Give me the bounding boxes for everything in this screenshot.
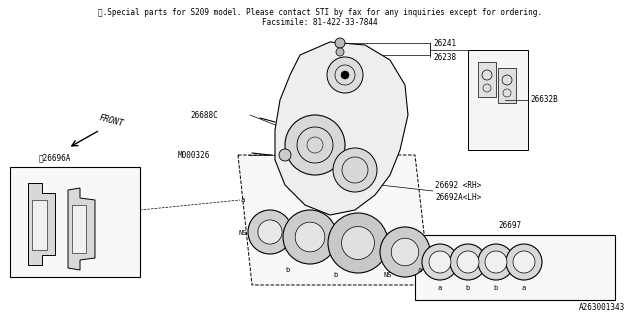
Circle shape	[429, 251, 451, 273]
Circle shape	[342, 227, 374, 260]
Text: 26688C: 26688C	[190, 110, 218, 119]
Text: b: b	[286, 267, 290, 273]
Circle shape	[506, 244, 542, 280]
Text: FRONT: FRONT	[98, 113, 124, 128]
Text: Facsimile: 81-422-33-7844: Facsimile: 81-422-33-7844	[262, 18, 378, 27]
Circle shape	[513, 251, 535, 273]
Circle shape	[335, 38, 345, 48]
Text: A263001343: A263001343	[579, 303, 625, 312]
Circle shape	[258, 220, 282, 244]
Text: 26692 <RH>: 26692 <RH>	[435, 180, 481, 189]
Circle shape	[422, 244, 458, 280]
Circle shape	[450, 244, 486, 280]
Text: b: b	[494, 285, 498, 291]
Polygon shape	[28, 183, 55, 265]
Circle shape	[295, 222, 325, 252]
Bar	[415, 235, 615, 300]
Circle shape	[341, 71, 349, 79]
Text: a: a	[241, 197, 245, 203]
Circle shape	[333, 148, 377, 192]
Circle shape	[328, 213, 388, 273]
Text: NS: NS	[239, 230, 247, 236]
Text: ※.Special parts for S209 model. Please contact STI by fax for any inquiries exce: ※.Special parts for S209 model. Please c…	[98, 8, 542, 17]
Bar	[72, 205, 86, 253]
Text: 26632B: 26632B	[530, 95, 557, 105]
Text: a: a	[522, 285, 526, 291]
Text: 26692A<LH>: 26692A<LH>	[435, 193, 481, 202]
Text: 26241: 26241	[433, 38, 456, 47]
Circle shape	[283, 210, 337, 264]
Text: ※26696A: ※26696A	[39, 153, 71, 162]
Text: a: a	[418, 267, 422, 273]
Circle shape	[391, 238, 419, 266]
Text: a: a	[438, 285, 442, 291]
Bar	[478, 62, 496, 97]
Circle shape	[478, 244, 514, 280]
Text: M000326: M000326	[178, 150, 211, 159]
Circle shape	[336, 48, 344, 56]
Circle shape	[457, 251, 479, 273]
Bar	[498, 68, 516, 103]
Bar	[10, 167, 140, 277]
Circle shape	[380, 227, 430, 277]
Text: NS: NS	[384, 272, 392, 278]
Bar	[32, 200, 47, 250]
Text: 26697: 26697	[499, 221, 522, 230]
Polygon shape	[68, 188, 95, 270]
Circle shape	[279, 149, 291, 161]
Circle shape	[285, 115, 345, 175]
Text: b: b	[333, 272, 337, 278]
Circle shape	[485, 251, 507, 273]
Polygon shape	[275, 42, 408, 215]
Bar	[468, 50, 528, 150]
Polygon shape	[238, 155, 430, 285]
Text: b: b	[466, 285, 470, 291]
Circle shape	[248, 210, 292, 254]
Circle shape	[327, 57, 363, 93]
Text: 26238: 26238	[433, 52, 456, 61]
